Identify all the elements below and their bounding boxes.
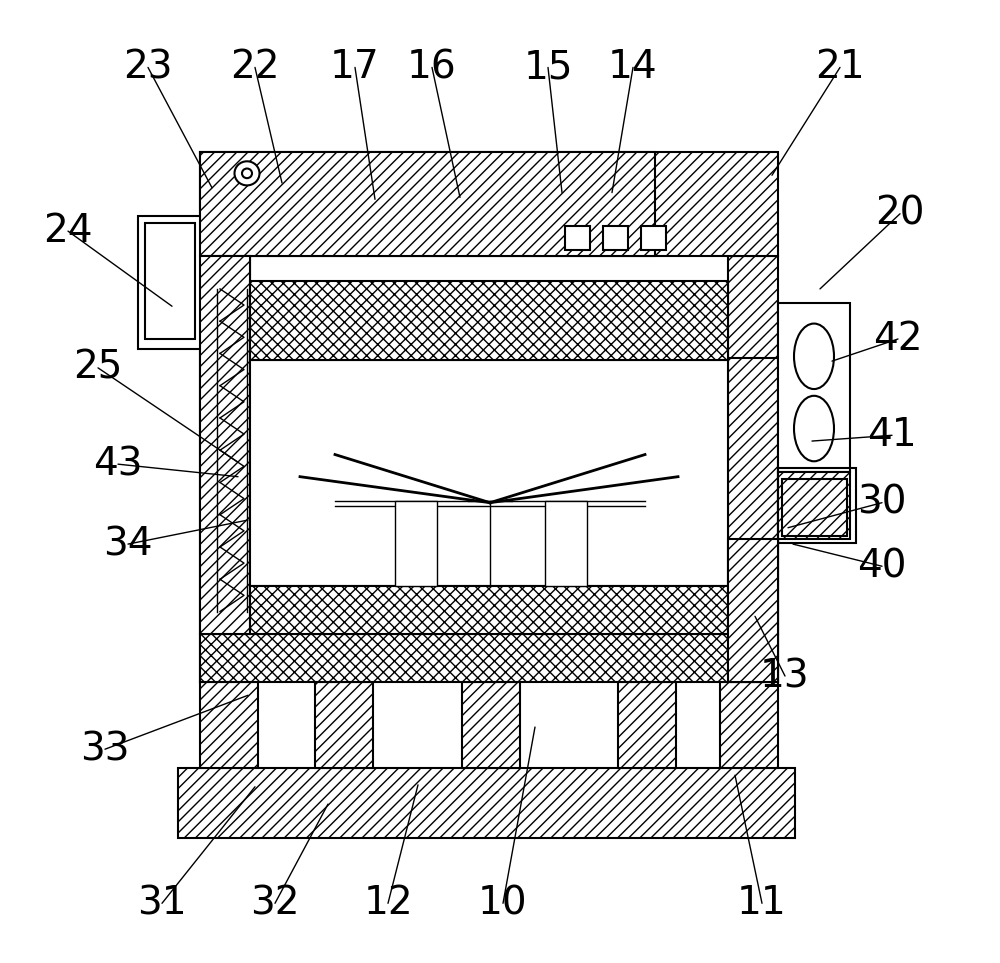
Text: 40: 40 (857, 547, 907, 586)
Bar (250, 281, 728, 360)
Bar (778, 472, 850, 539)
Text: 30: 30 (857, 483, 907, 522)
Bar (728, 539, 778, 682)
Text: 11: 11 (737, 884, 787, 923)
Text: 21: 21 (815, 48, 865, 87)
Bar (720, 682, 778, 768)
Bar (200, 634, 778, 682)
Bar (138, 216, 203, 349)
Bar (200, 152, 655, 256)
Bar (641, 226, 666, 250)
Bar (778, 303, 850, 472)
Bar (565, 226, 590, 250)
Text: 16: 16 (407, 48, 457, 87)
Text: 22: 22 (230, 48, 280, 87)
Text: 32: 32 (250, 884, 300, 923)
Ellipse shape (242, 169, 252, 178)
Text: 31: 31 (137, 884, 187, 923)
Bar (728, 358, 778, 634)
Bar (200, 152, 778, 256)
Text: 34: 34 (103, 525, 153, 563)
Bar (618, 682, 676, 768)
Bar (395, 501, 437, 586)
Bar (250, 586, 728, 634)
Bar (250, 360, 728, 586)
Bar (200, 256, 250, 634)
Bar (782, 479, 847, 536)
Text: 25: 25 (73, 349, 123, 387)
Ellipse shape (794, 396, 834, 461)
Text: 13: 13 (760, 657, 810, 695)
Text: 10: 10 (478, 884, 528, 923)
Text: 33: 33 (80, 730, 130, 768)
Bar (728, 256, 778, 682)
Bar (462, 682, 520, 768)
Bar (315, 682, 373, 768)
Text: 20: 20 (875, 195, 925, 233)
Bar (200, 682, 258, 768)
Bar (603, 226, 628, 250)
Bar (178, 768, 795, 838)
Ellipse shape (234, 161, 260, 186)
Text: 23: 23 (123, 48, 173, 87)
Text: 17: 17 (330, 48, 380, 87)
Text: 15: 15 (523, 48, 573, 87)
Text: 14: 14 (608, 48, 658, 87)
Bar (778, 468, 856, 543)
Text: 24: 24 (43, 212, 93, 250)
Text: 43: 43 (93, 445, 143, 483)
Bar (545, 501, 587, 586)
Text: 41: 41 (867, 416, 917, 455)
Ellipse shape (794, 324, 834, 389)
Text: 42: 42 (873, 320, 923, 358)
Bar (200, 256, 250, 682)
Text: 12: 12 (363, 884, 413, 923)
Bar (145, 223, 195, 339)
